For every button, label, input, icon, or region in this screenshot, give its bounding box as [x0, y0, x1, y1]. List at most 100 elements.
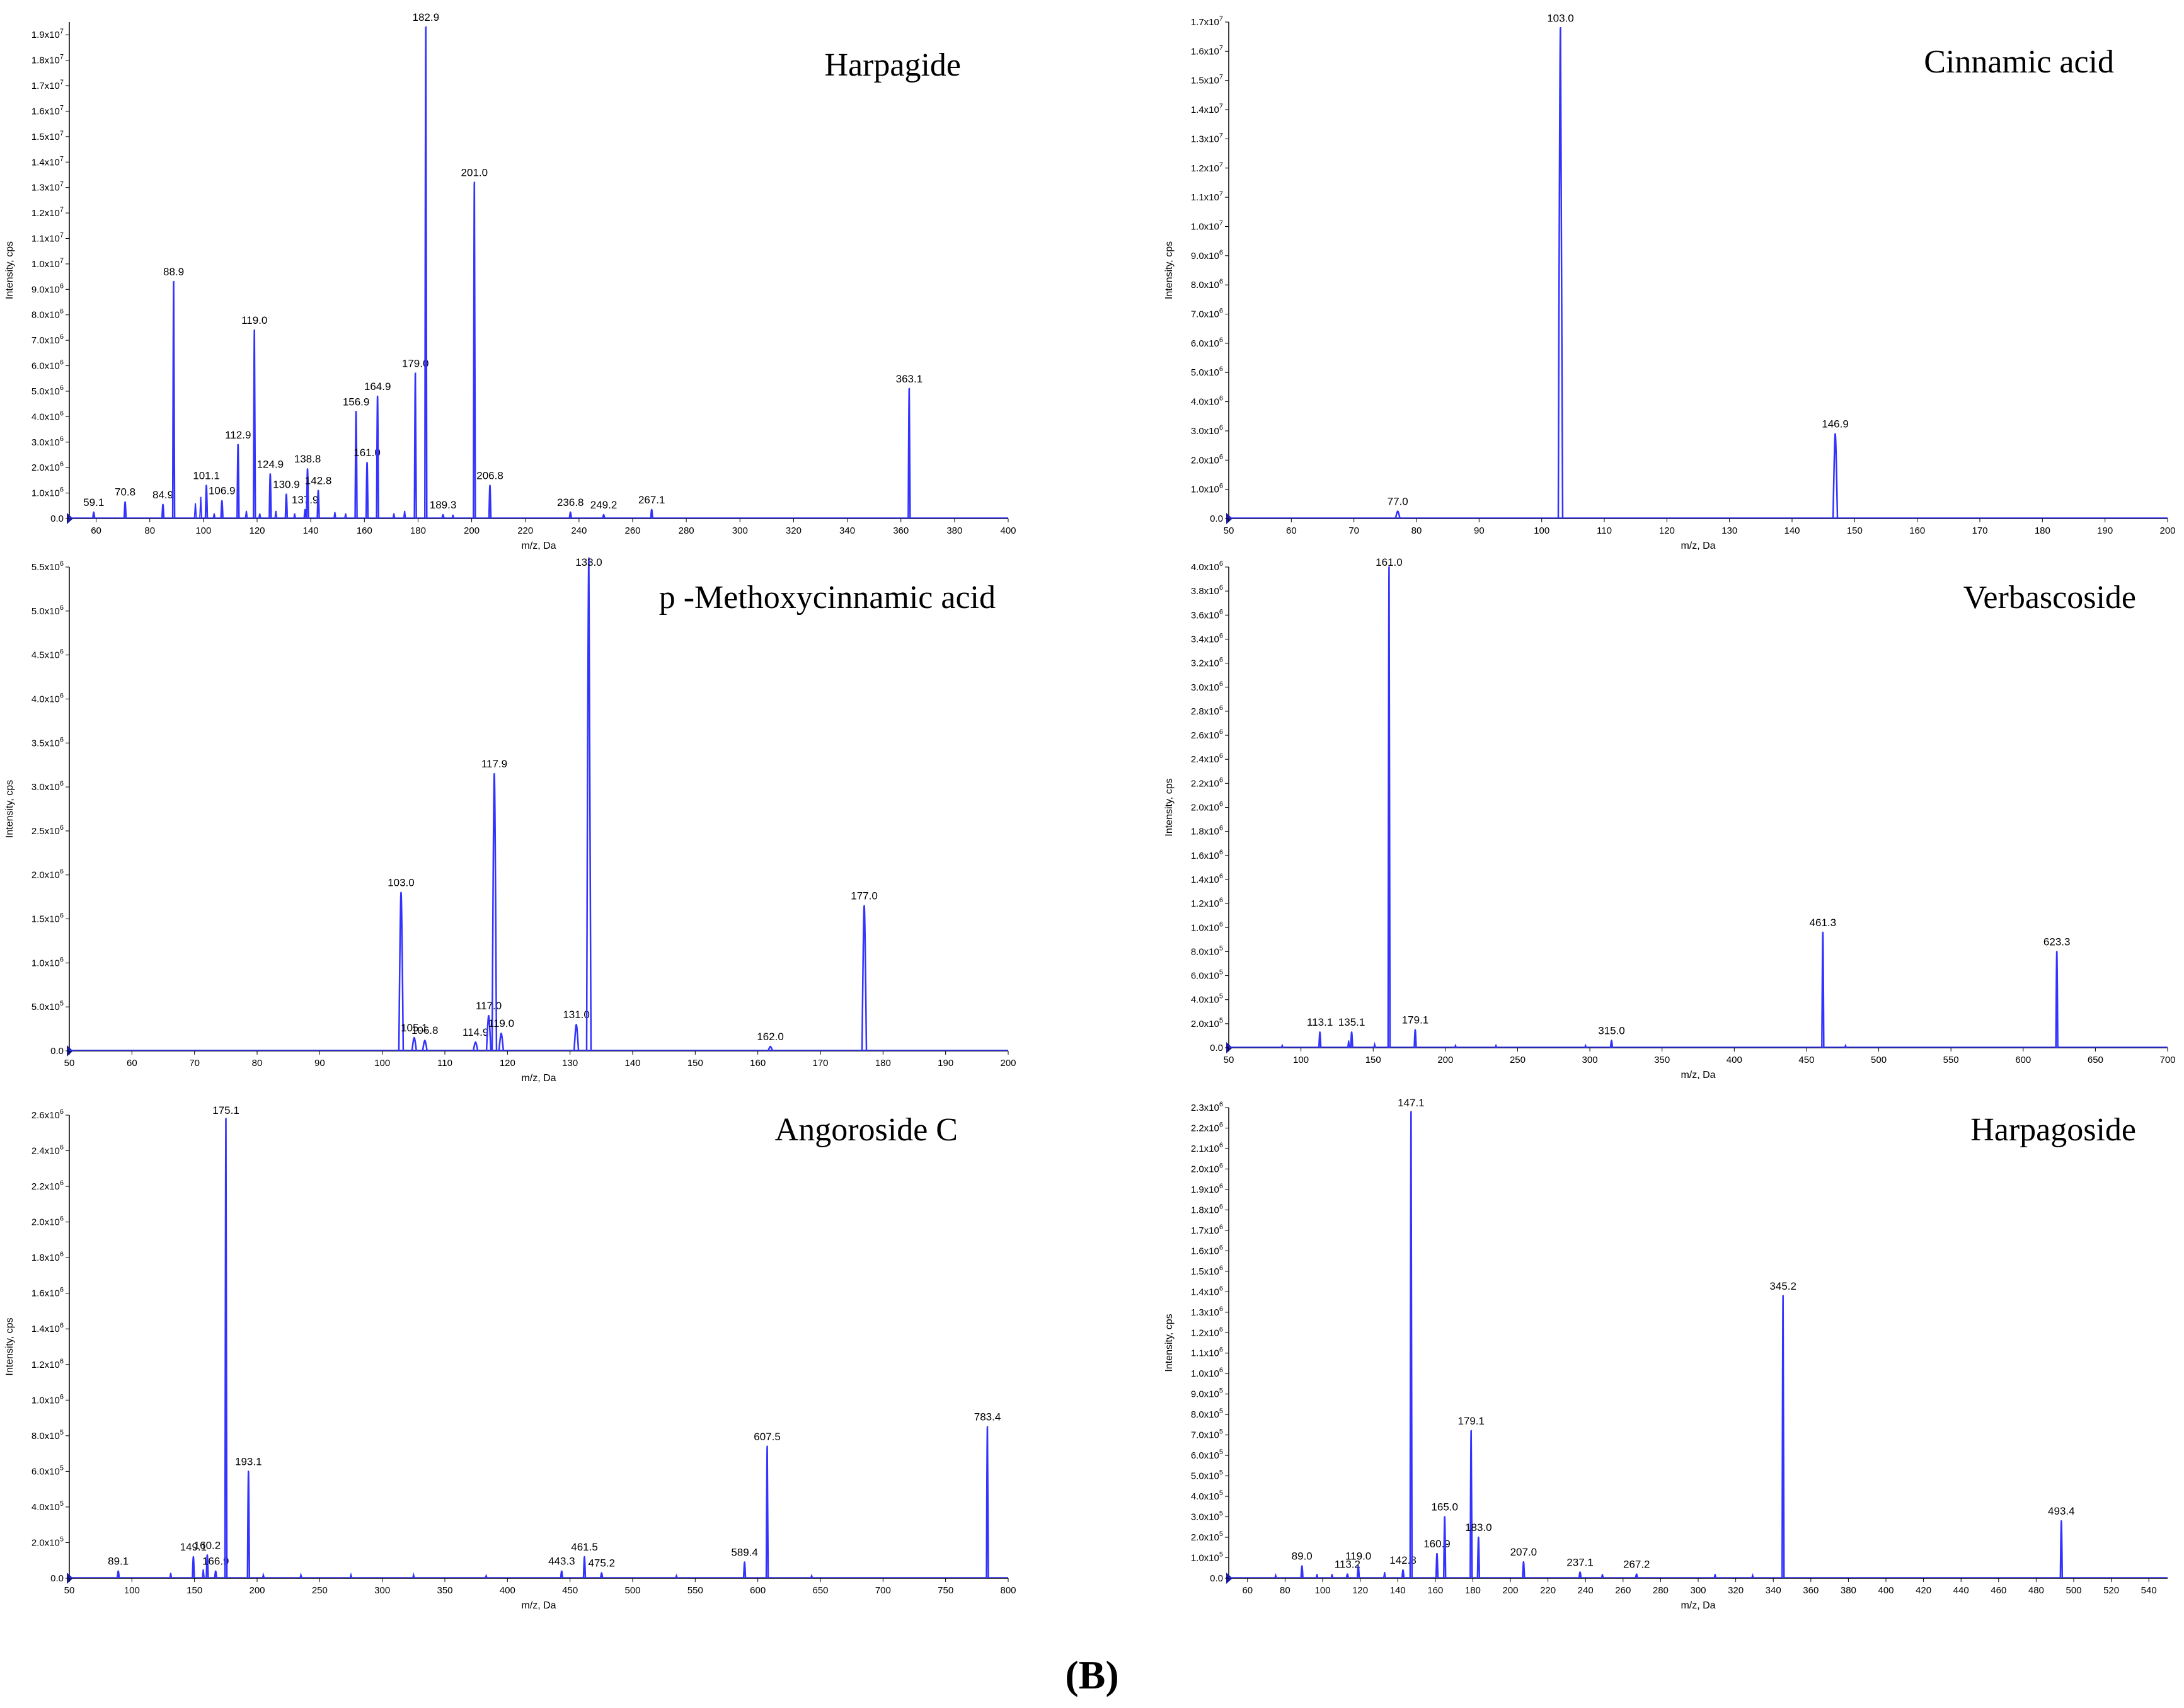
- spectrum-peak: [1476, 1536, 1481, 1579]
- compound-title: p -Methoxycinnamic acid: [659, 580, 996, 616]
- x-tick-label: 140: [1390, 1585, 1406, 1596]
- x-tick-label: 240: [1578, 1585, 1594, 1596]
- y-tick-label: 1.2x107: [1191, 161, 1223, 174]
- x-tick-label: 300: [1690, 1585, 1706, 1596]
- y-tick-label: 0.0: [1210, 1573, 1223, 1584]
- minor-peak: [333, 512, 336, 519]
- spectrum-peak: [220, 500, 224, 519]
- y-tick-label: 3.5x106: [32, 736, 64, 748]
- y-axis-title: Intensity, cps: [4, 241, 15, 299]
- y-tick-label: 6.0x106: [32, 359, 64, 372]
- x-tick-label: 500: [1871, 1055, 1887, 1065]
- y-tick-label: 2.8x106: [1191, 704, 1223, 717]
- peak-label: 160.9: [1423, 1538, 1451, 1550]
- peak-label: 147.1: [1398, 1097, 1425, 1109]
- x-tick-label: 60: [1286, 525, 1297, 536]
- x-tick-label: 180: [410, 525, 426, 536]
- y-tick-label: 1.0x107: [1191, 219, 1223, 232]
- peak-label: 267.2: [1623, 1559, 1650, 1571]
- x-tick-label: 150: [187, 1585, 202, 1596]
- spectrum-peak: [1409, 1110, 1413, 1579]
- spectrum-panel-5: 50 100 150 200 250 300 350 400 450 500 550 600 650 70…: [4, 1104, 1016, 1611]
- spectrum-peak: [1318, 1031, 1322, 1048]
- x-tick-label: 120: [249, 525, 265, 536]
- minor-peak: [169, 1573, 173, 1579]
- y-tick-label: 2.2x106: [32, 1179, 64, 1192]
- x-tick-label: 90: [1474, 525, 1485, 536]
- x-tick-label: 120: [1352, 1585, 1368, 1596]
- minor-peak: [1315, 1574, 1319, 1579]
- baseline-marker-icon: [1226, 1573, 1233, 1584]
- x-tick-label: 320: [786, 525, 802, 536]
- x-tick-label: 200: [1000, 1058, 1016, 1069]
- y-tick-label: 3.4x106: [1191, 632, 1223, 645]
- x-tick-label: 320: [1728, 1585, 1744, 1596]
- minor-peak: [392, 513, 396, 519]
- minor-peak: [202, 1569, 205, 1579]
- spectrum-peak: [398, 891, 405, 1052]
- spectrum-peak: [236, 444, 240, 519]
- peak-label: 160.2: [194, 1539, 221, 1551]
- y-tick-label: 2.0x106: [1191, 801, 1223, 813]
- y-tick-label: 1.1x107: [1191, 190, 1223, 203]
- peak-label: 783.4: [974, 1411, 1001, 1423]
- y-tick-label: 5.0x106: [32, 384, 64, 397]
- spectrum-peak: [907, 387, 911, 519]
- minor-peak: [244, 510, 248, 519]
- x-tick-label: 240: [571, 525, 587, 536]
- spectrum-peak: [354, 411, 358, 519]
- peak-label: 149.1: [180, 1541, 207, 1553]
- x-tick-label: 360: [893, 525, 909, 536]
- spectrum-peak: [116, 1570, 120, 1579]
- baseline-marker-icon: [67, 1045, 73, 1057]
- y-axis-title: Intensity, cps: [4, 780, 15, 838]
- minor-peak: [258, 513, 262, 519]
- y-tick-label: 1.5x107: [1191, 74, 1223, 86]
- x-tick-label: 60: [127, 1058, 137, 1069]
- peak-label: 179.1: [1402, 1014, 1429, 1026]
- spectrum-peak: [376, 395, 379, 519]
- y-tick-label: 4.0x106: [1191, 560, 1223, 573]
- x-tick-label: 350: [437, 1585, 452, 1596]
- peak-label: 315.0: [1598, 1025, 1625, 1037]
- peak-label: 138.8: [294, 453, 321, 465]
- y-tick-label: 7.0x106: [1191, 307, 1223, 320]
- y-tick-label: 1.6x107: [1191, 44, 1223, 57]
- peak-label: 161.0: [1376, 556, 1403, 568]
- x-tick-label: 460: [1991, 1585, 2006, 1596]
- peak-label: 101.1: [193, 469, 220, 481]
- spectrum-peak: [123, 501, 127, 519]
- y-tick-label: 1.0x106: [32, 1393, 64, 1406]
- y-tick-label: 1.0x106: [32, 486, 64, 499]
- peak-label: 189.3: [430, 499, 457, 511]
- x-tick-label: 100: [1534, 525, 1549, 536]
- spectrum-peak: [599, 1572, 604, 1579]
- y-tick-label: 1.6x106: [1191, 1244, 1223, 1256]
- x-tick-label: 700: [2159, 1055, 2175, 1065]
- y-tick-label: 2.5x106: [32, 824, 64, 837]
- spectrum-peak: [765, 1445, 769, 1579]
- y-tick-label: 1.6x106: [32, 1287, 64, 1299]
- compound-title: Verbascoside: [1963, 580, 2136, 616]
- spectrum-peak: [1345, 1573, 1350, 1579]
- peak-label: 166.9: [202, 1556, 229, 1568]
- y-tick-label: 8.0x105: [1191, 944, 1223, 957]
- spectrum-peak: [1356, 1565, 1360, 1579]
- peak-label: 59.1: [83, 496, 104, 508]
- y-tick-label: 6.0x105: [1191, 1448, 1223, 1461]
- spectrum-peak: [861, 905, 868, 1052]
- x-axis-title: m/z, Da: [521, 1073, 556, 1084]
- peak-label: 236.8: [557, 496, 584, 508]
- spectrum-peak: [602, 513, 606, 519]
- x-tick-label: 200: [2159, 525, 2175, 536]
- peak-label: 156.9: [343, 396, 370, 408]
- spectrum-panel-2: 50 60 70 80 90 100 110 120 130 140 150 160 170 180 190…: [1164, 12, 2176, 551]
- x-axis-title: m/z, Da: [1681, 541, 1715, 551]
- x-tick-label: 350: [1654, 1055, 1670, 1065]
- x-tick-label: 130: [1721, 525, 1737, 536]
- y-tick-label: 2.0x106: [32, 461, 64, 473]
- x-tick-label: 650: [812, 1585, 828, 1596]
- peak-label: 607.5: [754, 1431, 781, 1443]
- peak-label: 142.8: [305, 475, 332, 487]
- x-tick-label: 800: [1000, 1585, 1016, 1596]
